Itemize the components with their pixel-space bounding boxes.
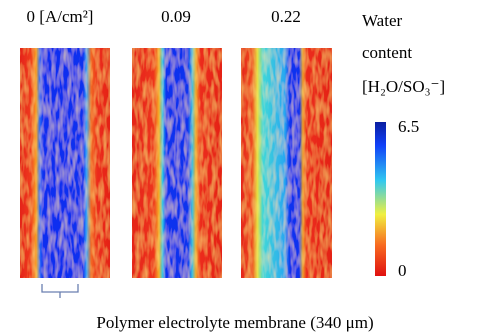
heatmap (241, 48, 332, 278)
panel-label: 0 [A/cm²] (27, 7, 94, 26)
colorbar-title: content (362, 43, 412, 62)
bracket (42, 284, 78, 298)
panel-label: 0.09 (161, 7, 191, 26)
panel-label: 0.22 (271, 7, 301, 26)
heatmap (132, 48, 222, 278)
colorbar (375, 122, 386, 276)
colorbar-title: Water (362, 11, 402, 30)
colorbar-min: 0 (398, 261, 407, 280)
colorbar-title: [H₂O/SO₃⁻] (362, 77, 445, 96)
colorbar-max: 6.5 (398, 117, 419, 136)
heatmap (20, 48, 110, 278)
figure: 0 [A/cm²] 0.09 0.22 Water content [H₂O/S… (0, 0, 479, 335)
caption: Polymer electrolyte membrane (340 μm) (96, 313, 373, 332)
